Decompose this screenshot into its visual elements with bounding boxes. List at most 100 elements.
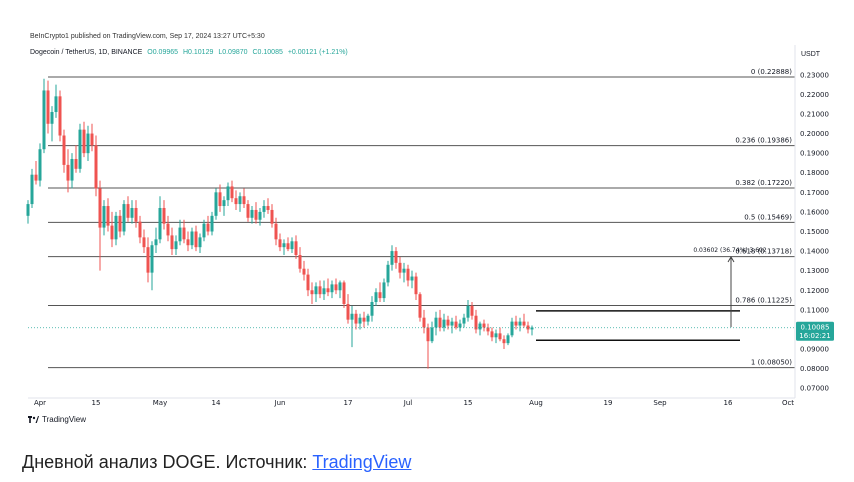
candle bbox=[298, 247, 302, 273]
candle-body bbox=[342, 282, 346, 304]
candle-body bbox=[394, 251, 398, 263]
x-tick-label: Apr bbox=[34, 399, 46, 407]
candle bbox=[274, 217, 278, 246]
candle-body bbox=[374, 292, 378, 303]
candle-body bbox=[502, 339, 506, 344]
candle bbox=[30, 168, 34, 208]
candle bbox=[142, 229, 146, 254]
candle bbox=[326, 278, 330, 297]
candle bbox=[270, 204, 274, 228]
candle bbox=[94, 135, 98, 197]
candle-body bbox=[90, 133, 94, 146]
candle bbox=[366, 313, 370, 326]
tradingview-brand-text: TradingView bbox=[42, 415, 87, 424]
candle bbox=[526, 321, 530, 334]
candle-body bbox=[306, 274, 310, 291]
candle bbox=[386, 260, 390, 287]
caption-link[interactable]: TradingView bbox=[312, 452, 412, 472]
candle bbox=[294, 235, 298, 259]
candle bbox=[354, 309, 358, 330]
candlestick-chart[interactable]: 0 (0.22888) 0.236 (0.19386) 0.382 (0.17220… bbox=[0, 0, 854, 440]
candle-body bbox=[486, 327, 490, 332]
candle-body bbox=[346, 303, 350, 320]
candle-body bbox=[318, 286, 322, 295]
candle bbox=[330, 280, 334, 299]
candle bbox=[42, 78, 46, 154]
candle bbox=[34, 160, 38, 185]
fib-level-label: 0.236 (0.19386) bbox=[735, 137, 792, 145]
candle bbox=[342, 280, 346, 308]
candle-body bbox=[214, 192, 218, 216]
fib-level-label: 0.382 (0.17220) bbox=[735, 179, 792, 187]
candle-body bbox=[230, 186, 234, 199]
candle bbox=[378, 282, 382, 303]
candle-body bbox=[106, 206, 110, 226]
y-tick-label: 0.17000 bbox=[800, 189, 829, 197]
candle-body bbox=[390, 251, 394, 265]
candle bbox=[246, 200, 250, 222]
candle-body bbox=[42, 90, 46, 150]
candle bbox=[406, 264, 410, 287]
candle-body bbox=[238, 196, 242, 205]
measure-annotation: 0.03602 (36.74%) 3,602 bbox=[693, 247, 767, 254]
candle-body bbox=[150, 245, 154, 273]
candle bbox=[290, 237, 294, 254]
candle-body bbox=[138, 221, 142, 238]
candle bbox=[210, 211, 214, 236]
publisher-line: BeInCrypto1 published on TradingView.com… bbox=[30, 33, 265, 40]
candle-body bbox=[370, 302, 374, 316]
candle-body bbox=[506, 335, 510, 344]
candle-body bbox=[134, 207, 138, 222]
candle-body bbox=[438, 317, 442, 328]
candle-body bbox=[314, 286, 318, 295]
candle-body bbox=[362, 317, 366, 322]
candle-body bbox=[358, 317, 362, 324]
candle bbox=[134, 200, 138, 228]
candle bbox=[138, 215, 142, 244]
candle bbox=[166, 215, 170, 242]
candle-body bbox=[446, 319, 450, 326]
candle bbox=[454, 315, 458, 330]
candle bbox=[418, 292, 422, 322]
candle bbox=[502, 335, 506, 350]
candle bbox=[346, 294, 350, 324]
candle-body bbox=[354, 313, 358, 324]
y-tick-label: 0.13000 bbox=[800, 267, 829, 275]
candle bbox=[46, 80, 50, 134]
candle-body bbox=[194, 231, 198, 248]
x-tick-label: 19 bbox=[604, 399, 613, 407]
candle bbox=[382, 278, 386, 303]
candle bbox=[362, 311, 366, 328]
x-axis: Apr 15 May 14 Jun 17 Jul 15 Aug 19 Sep 16 Oct bbox=[28, 397, 795, 407]
candle-body bbox=[286, 243, 290, 250]
candle-body bbox=[462, 317, 466, 324]
currency-label: USDT bbox=[801, 51, 821, 58]
candle-body bbox=[334, 284, 338, 291]
candle-body bbox=[126, 204, 130, 218]
candle-body bbox=[226, 186, 230, 201]
candle-body bbox=[414, 276, 418, 295]
candle-body bbox=[258, 211, 262, 220]
candle-body bbox=[522, 321, 526, 326]
candle-body bbox=[74, 159, 78, 169]
candle bbox=[422, 309, 426, 334]
candle-body bbox=[290, 241, 294, 250]
candle-body bbox=[410, 276, 414, 281]
candle-body bbox=[450, 321, 454, 326]
range-box bbox=[536, 310, 740, 341]
candle-body bbox=[386, 264, 390, 283]
y-tick-label: 0.12000 bbox=[800, 287, 829, 295]
candle bbox=[318, 280, 322, 299]
candle-body bbox=[434, 317, 438, 328]
candle bbox=[158, 196, 162, 244]
candle bbox=[494, 329, 498, 344]
current-price-tag-bg bbox=[796, 321, 834, 341]
candle bbox=[414, 272, 418, 301]
candle-body bbox=[58, 96, 62, 136]
candle-body bbox=[94, 145, 98, 189]
candle-body bbox=[242, 196, 246, 205]
candle-body bbox=[66, 164, 70, 181]
candle bbox=[186, 231, 190, 252]
candle bbox=[54, 84, 58, 118]
